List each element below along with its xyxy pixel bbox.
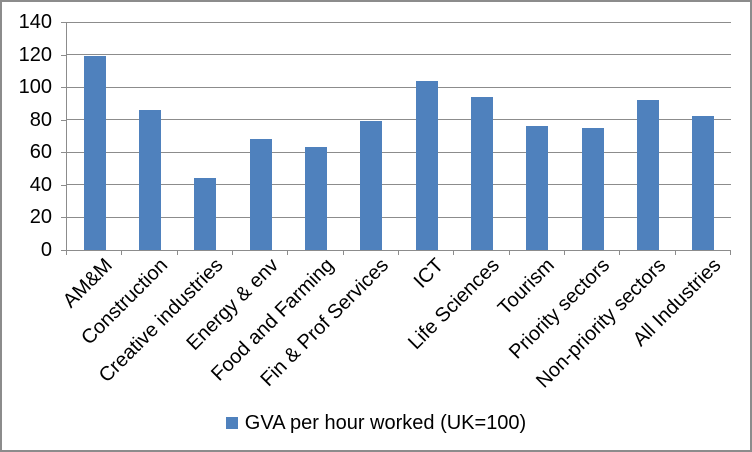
x-axis-tick-mark-5 <box>342 250 344 255</box>
bar-non-priority-sectors <box>637 100 659 250</box>
y-axis-tick-mark-100 <box>61 87 66 89</box>
gridline-120 <box>67 54 731 56</box>
y-axis-tick-label-120: 120 <box>18 43 52 66</box>
y-axis-tick-label-0: 0 <box>40 239 52 261</box>
x-axis-tick-mark-12 <box>730 250 731 255</box>
x-axis-tick-mark-3 <box>232 250 233 255</box>
gridline-100 <box>67 86 731 88</box>
bar-life-sciences <box>471 96 493 250</box>
bar-ict <box>415 80 438 250</box>
y-axis-tick-mark-60 <box>61 152 66 154</box>
x-axis-tick-mark-0 <box>66 250 67 255</box>
y-axis-tick-mark-80 <box>61 119 66 121</box>
y-axis-tick-label-140: 140 <box>18 11 52 33</box>
y-axis-tick-mark-120 <box>61 54 66 56</box>
x-axis-category-label-text: ICT <box>410 254 449 293</box>
x-axis-tick-mark-11 <box>674 250 676 255</box>
plot-area <box>66 21 731 251</box>
bar-food-and-farming <box>305 147 327 250</box>
x-axis-tick-mark-6 <box>398 250 399 255</box>
bar-am-m <box>83 56 106 250</box>
y-axis-tick-label-80: 80 <box>29 108 52 131</box>
y-axis-tick-mark-140 <box>61 22 66 23</box>
gridline-20 <box>67 216 731 218</box>
bar-construction <box>139 109 161 250</box>
legend-series-label: GVA per hour worked (UK=100) <box>244 411 527 434</box>
x-axis-tick-mark-4 <box>287 250 289 255</box>
y-axis-tick-mark-40 <box>61 184 66 186</box>
gridline-80 <box>67 119 731 121</box>
y-axis-tick-label-100: 100 <box>18 76 52 99</box>
gridline-60 <box>67 151 731 153</box>
y-axis-tick-label-60: 60 <box>29 141 52 164</box>
y-axis-tick-mark-20 <box>61 217 66 219</box>
bar-tourism <box>526 126 549 250</box>
legend: GVA per hour worked (UK=100) <box>2 410 750 436</box>
bar-priority-sectors <box>581 127 604 250</box>
bar-fin-prof-services <box>360 121 383 250</box>
x-axis-category-label-text: Priority sectors <box>505 254 615 364</box>
y-axis-tick-label-20: 20 <box>29 206 52 229</box>
legend-swatch-icon <box>225 417 238 429</box>
x-axis-tick-mark-8 <box>508 250 510 255</box>
y-axis-tick-mark-0 <box>61 250 66 251</box>
x-axis-tick-mark-9 <box>564 250 565 255</box>
y-axis-tick-label-40: 40 <box>29 173 52 196</box>
x-axis-tick-mark-10 <box>619 250 621 255</box>
gridline-140 <box>67 21 731 23</box>
bar-all-industries <box>692 116 715 250</box>
gridline-40 <box>67 184 731 186</box>
bar-energy-env <box>249 139 272 250</box>
x-axis-tick-mark-2 <box>176 250 178 255</box>
x-axis-tick-mark-7 <box>453 250 455 255</box>
x-axis-tick-mark-1 <box>121 250 123 255</box>
bar-creative-industries <box>194 178 217 250</box>
